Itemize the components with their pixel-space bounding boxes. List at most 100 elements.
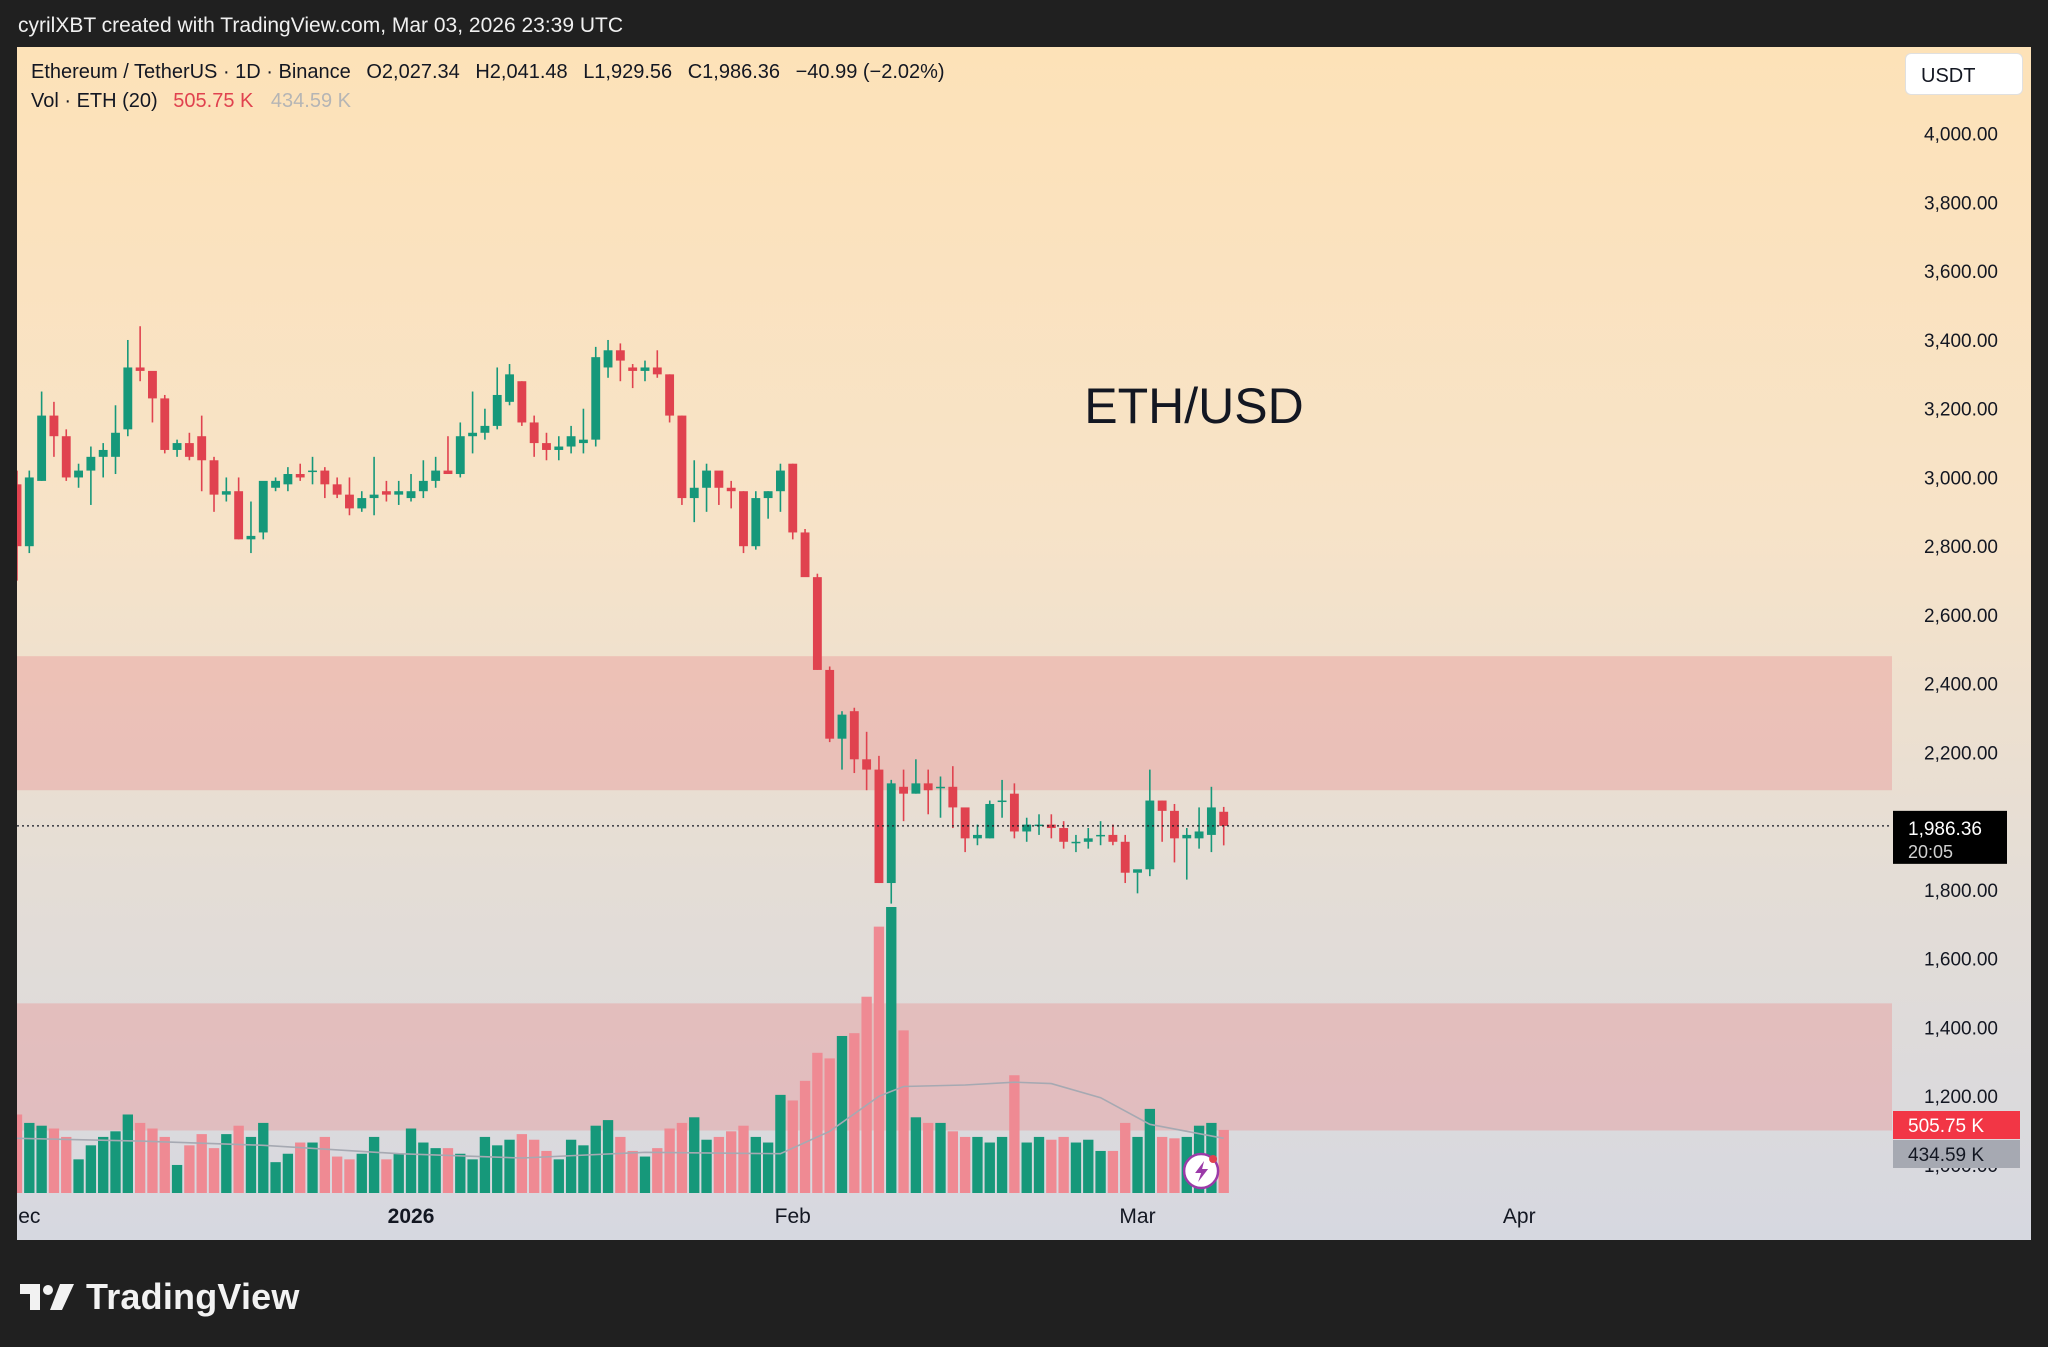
volume-bar [701,1139,712,1193]
candle-body [332,484,342,495]
candle-body [1133,869,1142,873]
candle-body [1219,811,1229,826]
volume-bar [171,1164,183,1193]
volume-bar [775,1094,786,1193]
candle-body [554,446,564,450]
open-value: O2,027.34 [366,61,460,83]
volume-bar [910,1117,922,1193]
volume-bar [134,1122,146,1193]
volume-bar [122,1114,133,1193]
candle-body [1083,838,1093,842]
change-value: −40.99 (−2.02%) [795,61,945,83]
candle-body [431,470,441,481]
candle-body [960,807,970,839]
volume-bar [947,1131,958,1193]
y-tick-label: 3,600.00 [1924,262,1998,283]
volume-bar [504,1139,515,1193]
volume-bar [331,1156,343,1193]
candle-body [135,367,145,371]
candle-body [776,470,785,492]
candle-body [652,367,662,375]
candle-body [1145,800,1155,870]
volume-bar [184,1145,195,1193]
volume-bar [1132,1136,1143,1193]
candle-body [480,425,490,433]
candle-body [911,783,921,794]
support-resistance-zone [17,1003,1892,1131]
volume-bar [602,1120,614,1193]
y-tick-label: 1,400.00 [1924,1018,1998,1039]
volume-bar [565,1139,577,1193]
volume-bar [344,1159,355,1193]
volume-bar [1033,1136,1045,1193]
volume-bar [812,1052,823,1193]
volume-bar [381,1159,392,1193]
tradingview-logo[interactable]: TradingView [20,1276,300,1318]
volume-bar [996,1136,1008,1193]
alert-dot-icon [1209,1155,1218,1163]
volume-bar [873,926,885,1193]
volume-bar [1046,1139,1057,1193]
candle-body [640,367,650,371]
volume-value-tag [1893,1111,2020,1139]
brand-name: TradingView [86,1276,300,1317]
volume-bar [664,1128,675,1193]
candle-body [160,398,170,450]
volume-bar [418,1142,429,1193]
currency-button[interactable]: USDT [1905,53,2023,95]
volume-bar [1095,1150,1106,1193]
volume-bar [307,1142,318,1193]
volume-ma-line [17,1081,1224,1159]
candle-body [492,394,502,426]
candle-body [1096,834,1106,837]
volume-bar [1058,1136,1069,1193]
candle-body [578,439,588,444]
volume-bar [36,1125,47,1193]
x-tick-label: Apr [1503,1205,1536,1228]
symbol-label[interactable]: Ethereum / TetherUS · 1D · Binance [31,61,351,83]
chart-legend: Ethereum / TetherUS · 1D · Binance O2,02… [31,61,955,119]
volume-bar [923,1122,934,1193]
volume-label[interactable]: Vol · ETH (20) [31,90,158,112]
candle-body [603,350,613,368]
volume-bar [972,1136,983,1193]
volume-bar [935,1122,946,1193]
price-chart[interactable]: ETH/USD 4,000.00 3,800.00 3,600.00 3,400.00 3… [17,47,2031,1240]
candle-body [246,535,256,540]
close-value: C1,986.36 [687,61,781,83]
volume-bar [886,907,897,1193]
candle-body [1034,824,1044,827]
candle-body [812,577,822,670]
candle-body [886,783,896,884]
y-tick-label: 3,400.00 [1924,331,1998,352]
volume-bar [898,1030,909,1193]
candle-body [505,374,514,402]
candle-body [209,460,219,495]
candle-body [714,470,724,488]
volume-bar [17,1114,23,1193]
candle-body [123,367,133,430]
candle-body [566,436,576,447]
volume-bar [356,1153,367,1193]
volume-bar [1169,1138,1180,1193]
candle-body [111,432,120,457]
volume-bar [221,1134,232,1193]
volume-bar [48,1128,60,1193]
last-price-label: 1,986.36 [1908,819,1982,840]
candle-body [973,834,982,839]
volume-bar [467,1159,478,1193]
candle-body [1046,824,1056,829]
lightning-icon [1195,1161,1209,1182]
volume-bar [196,1134,207,1193]
volume-bar [1021,1142,1032,1193]
volume-bar [959,1136,971,1193]
candle-body [615,350,625,361]
volume-bar [405,1128,417,1193]
candle-body [320,470,330,485]
volume-value: 505.75 K [173,90,254,112]
candle-body [788,463,798,533]
candle-body [517,381,527,423]
y-tick-label: 1,200.00 [1924,1087,1998,1108]
bottom-bar: TradingView [0,1240,2048,1347]
candle-body [61,436,71,478]
